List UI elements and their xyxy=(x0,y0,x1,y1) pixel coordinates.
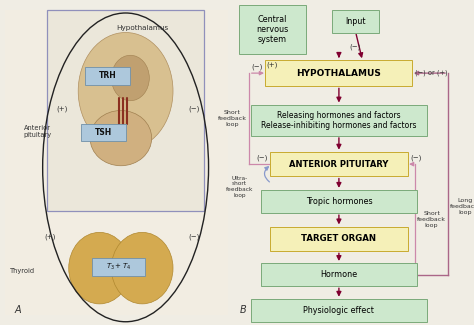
Text: (+): (+) xyxy=(267,62,278,68)
FancyBboxPatch shape xyxy=(251,105,427,136)
Ellipse shape xyxy=(69,232,130,304)
Text: Hormone: Hormone xyxy=(320,270,357,279)
Text: HYPOTHALAMUS: HYPOTHALAMUS xyxy=(296,69,382,78)
FancyBboxPatch shape xyxy=(261,190,417,213)
Text: (−): (−) xyxy=(350,44,361,50)
Text: Central
nervous
system: Central nervous system xyxy=(256,15,289,44)
Text: (−): (−) xyxy=(189,234,200,240)
Text: Physiologic effect: Physiologic effect xyxy=(303,306,374,315)
FancyBboxPatch shape xyxy=(332,10,379,32)
FancyBboxPatch shape xyxy=(265,60,412,86)
Text: Releasing hormones and factors
Release-inhibiting hormones and factors: Releasing hormones and factors Release-i… xyxy=(261,111,417,130)
Text: Tropic hormones: Tropic hormones xyxy=(306,197,372,206)
Text: Hypothalamus: Hypothalamus xyxy=(116,25,168,31)
FancyBboxPatch shape xyxy=(261,263,417,286)
Ellipse shape xyxy=(111,232,173,304)
Text: Short
feedback
loop: Short feedback loop xyxy=(218,110,246,127)
FancyBboxPatch shape xyxy=(270,227,408,251)
Text: (−): (−) xyxy=(189,106,200,112)
FancyBboxPatch shape xyxy=(270,152,408,176)
FancyBboxPatch shape xyxy=(251,299,427,322)
Text: Ultra-
short
feedback
loop: Ultra- short feedback loop xyxy=(226,176,253,198)
Text: TSH: TSH xyxy=(94,128,112,137)
Text: A: A xyxy=(14,305,21,315)
Text: Input: Input xyxy=(345,17,366,26)
Text: (−): (−) xyxy=(410,154,421,161)
Text: (+): (+) xyxy=(44,234,55,240)
Text: ANTERIOR PITUITARY: ANTERIOR PITUITARY xyxy=(289,160,389,169)
Text: Long
feedback
loop: Long feedback loop xyxy=(450,198,474,215)
Ellipse shape xyxy=(78,32,173,150)
FancyBboxPatch shape xyxy=(47,10,204,211)
Text: (+): (+) xyxy=(56,106,67,112)
Text: Thyroid: Thyroid xyxy=(9,268,35,274)
Text: (−): (−) xyxy=(256,154,268,161)
Text: Anterior
pituitary: Anterior pituitary xyxy=(24,125,52,138)
Text: (−) or (+): (−) or (+) xyxy=(415,70,447,76)
Text: Short
feedback
loop: Short feedback loop xyxy=(417,211,446,228)
Text: $T_3 + T_4$: $T_3 + T_4$ xyxy=(106,262,131,272)
FancyBboxPatch shape xyxy=(92,258,145,276)
FancyBboxPatch shape xyxy=(81,124,126,141)
Text: TRH: TRH xyxy=(99,71,117,80)
Text: TARGET ORGAN: TARGET ORGAN xyxy=(301,234,376,243)
Ellipse shape xyxy=(90,111,152,166)
FancyBboxPatch shape xyxy=(85,67,130,84)
Text: (−): (−) xyxy=(251,63,263,70)
Ellipse shape xyxy=(111,55,149,101)
FancyBboxPatch shape xyxy=(239,5,306,54)
FancyBboxPatch shape xyxy=(5,10,228,315)
Text: B: B xyxy=(239,305,246,315)
